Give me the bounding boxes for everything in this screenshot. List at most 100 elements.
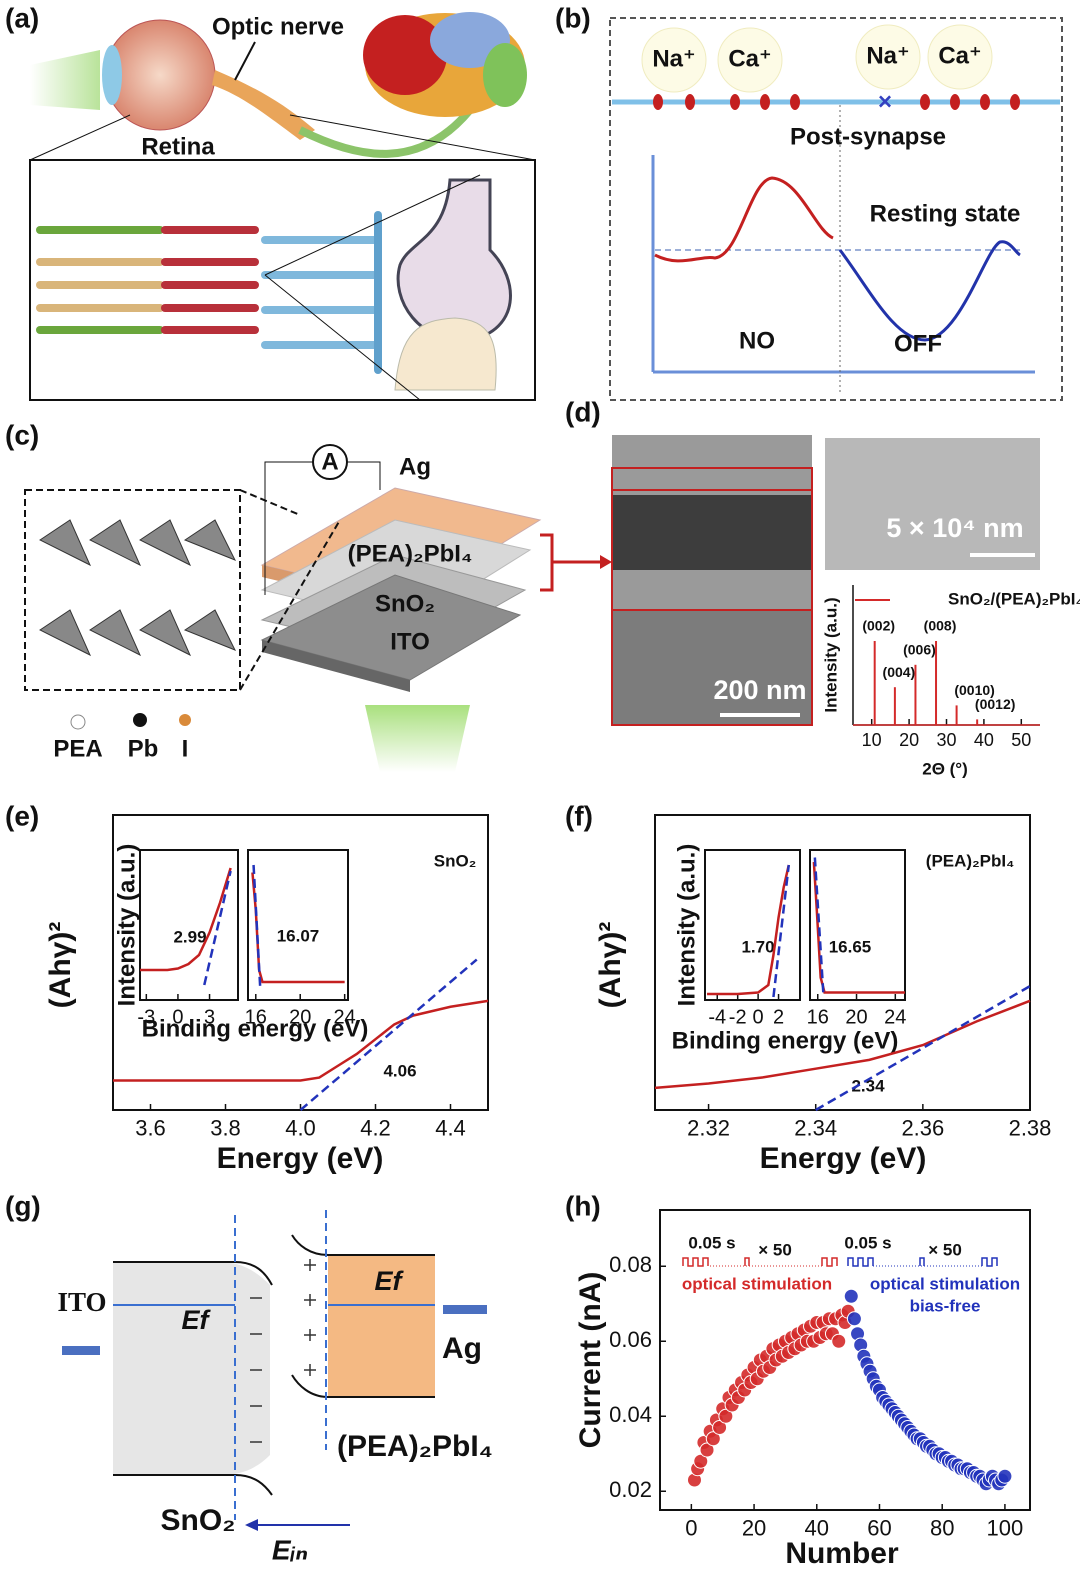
work-function (62, 1346, 100, 1355)
annotation: 2.34 (851, 1076, 885, 1095)
ion (717, 27, 783, 93)
annotation: 2.99 (173, 927, 206, 946)
data-curve (251, 872, 345, 984)
y-tick-label: 0.04 (609, 1402, 652, 1427)
x-tick-label: 100 (987, 1516, 1024, 1541)
ion (855, 24, 921, 90)
data-point (843, 1288, 859, 1304)
fit-line (252, 864, 262, 989)
x-axis-label: Energy (eV) (760, 1142, 927, 1175)
x-tick-label: 10 (862, 730, 882, 750)
panel-label: (c) (5, 419, 39, 450)
panel-a: (a) Optic nerve Retina (5, 2, 536, 401)
x-tick-label: 2.34 (794, 1116, 837, 1141)
plot-frame (654, 814, 1031, 1111)
plot-frame (809, 849, 906, 1001)
sem-layer (612, 495, 812, 570)
inset-y-label: Intensity (a.u.) (113, 844, 140, 1007)
ion (927, 24, 993, 90)
annotation: 0.05 s (844, 1233, 891, 1252)
band-bend (291, 1374, 329, 1398)
plot-frame (112, 814, 489, 1111)
data-curve (113, 999, 489, 1082)
label: ITO (57, 1287, 106, 1317)
light (365, 705, 470, 772)
x-tick-label: 24 (334, 1006, 356, 1028)
off-curve (838, 240, 1021, 342)
work-function (443, 1305, 487, 1314)
material: (PEA)₂PbI₄ (926, 851, 1014, 870)
label: Ef (182, 1305, 212, 1335)
label: Ef (375, 1266, 405, 1296)
sem-top (825, 438, 1040, 570)
x-tick-label: 2 (773, 1006, 784, 1028)
peak-label: (0010) (954, 682, 994, 698)
panel-b: (b) Na⁺ Ca⁺ Na⁺ Ca⁺ × Post-synapse Resti… (555, 2, 1063, 401)
y-axis-label: Intensity (a.u.) (821, 597, 840, 712)
peak-label: (006) (903, 642, 936, 658)
band-bend (234, 1474, 273, 1496)
panel-label: (a) (5, 2, 39, 33)
label: Eᵢₙ (272, 1534, 308, 1565)
data-point (718, 1408, 734, 1424)
frame (609, 17, 1063, 401)
inset-x-label: Binding energy (eV) (142, 1015, 369, 1042)
pea-icon (70, 714, 86, 730)
x-tick-label: 60 (867, 1516, 891, 1541)
x-tick-label: -3 (137, 1006, 155, 1028)
label: OFF (894, 330, 942, 357)
y-tick-label: 0.06 (609, 1327, 652, 1352)
xrd-plot: SnO₂/(PEA)₂PbI₄ Intensity (a.u.) 2Θ (°) (821, 589, 1080, 778)
scale-label: 200 nm (713, 675, 806, 705)
x-tick-label: 24 (884, 1006, 906, 1028)
y-axis-label: Current (nA) (574, 1272, 607, 1449)
panel-h: (h) Current (nA) Number 0.05 s × 50 0.05… (565, 1190, 1020, 1570)
x-tick-label: -4 (708, 1006, 726, 1028)
data-point (831, 1333, 847, 1349)
data-curve (707, 864, 790, 996)
x-tick-label: 40 (974, 730, 994, 750)
panel-label: (e) (5, 800, 39, 831)
x-tick-label: 4.4 (435, 1116, 466, 1141)
x-tick-label: 30 (936, 730, 956, 750)
annotation: 16.65 (829, 937, 872, 956)
x-tick-label: 3.8 (210, 1116, 241, 1141)
charges (250, 1259, 316, 1443)
data-point (712, 1420, 728, 1435)
series-label: optical stimulation (870, 1274, 1020, 1293)
annotation: 0.05 s (688, 1233, 735, 1252)
ion-label: Ca⁺ (728, 45, 771, 72)
annotation: 4.06 (383, 1061, 416, 1080)
zoom-line (264, 274, 421, 401)
x-tick-label: 3 (204, 1006, 215, 1028)
x-tick-label: 16 (807, 1006, 829, 1028)
plot-frame (704, 849, 801, 1001)
i-icon (179, 714, 191, 726)
x-tick-label: 4.2 (360, 1116, 391, 1141)
data-curve (654, 999, 1031, 1090)
fit-line (813, 857, 825, 998)
data-point (846, 1311, 862, 1327)
panel-e: (e) SnO₂ (Ahγ)² Energy (eV) 4.06 Intensi… (5, 800, 476, 1175)
label: SnO₂ (161, 1504, 236, 1537)
panel-c: (c) A Ag (PEA)₂PbI₄ SnO₂ ITO PEA Pb I (5, 419, 612, 772)
layer-label: Ag (399, 453, 431, 480)
inset-y-label: Intensity (a.u.) (673, 844, 700, 1007)
layer-label: (PEA)₂PbI₄ (348, 540, 473, 567)
x-tick-label: 0 (685, 1516, 697, 1541)
x-tick-label: 80 (930, 1516, 954, 1541)
legend-label: Pb (128, 735, 159, 762)
annotation: 16.07 (277, 926, 320, 945)
pulse-train (682, 1257, 838, 1267)
data-curve (140, 867, 232, 972)
legend-label: I (182, 735, 189, 762)
peak-label: (002) (862, 618, 895, 634)
y-tick-label: 0.08 (609, 1252, 652, 1277)
ammeter-label: A (321, 448, 338, 475)
brain-lobe (483, 43, 527, 107)
x-tick-label: 20 (289, 1006, 311, 1028)
x-tick-label: 20 (742, 1516, 766, 1541)
arrow-head (600, 555, 612, 569)
zoom-line (264, 174, 481, 276)
x-tick-label: -2 (729, 1006, 747, 1028)
